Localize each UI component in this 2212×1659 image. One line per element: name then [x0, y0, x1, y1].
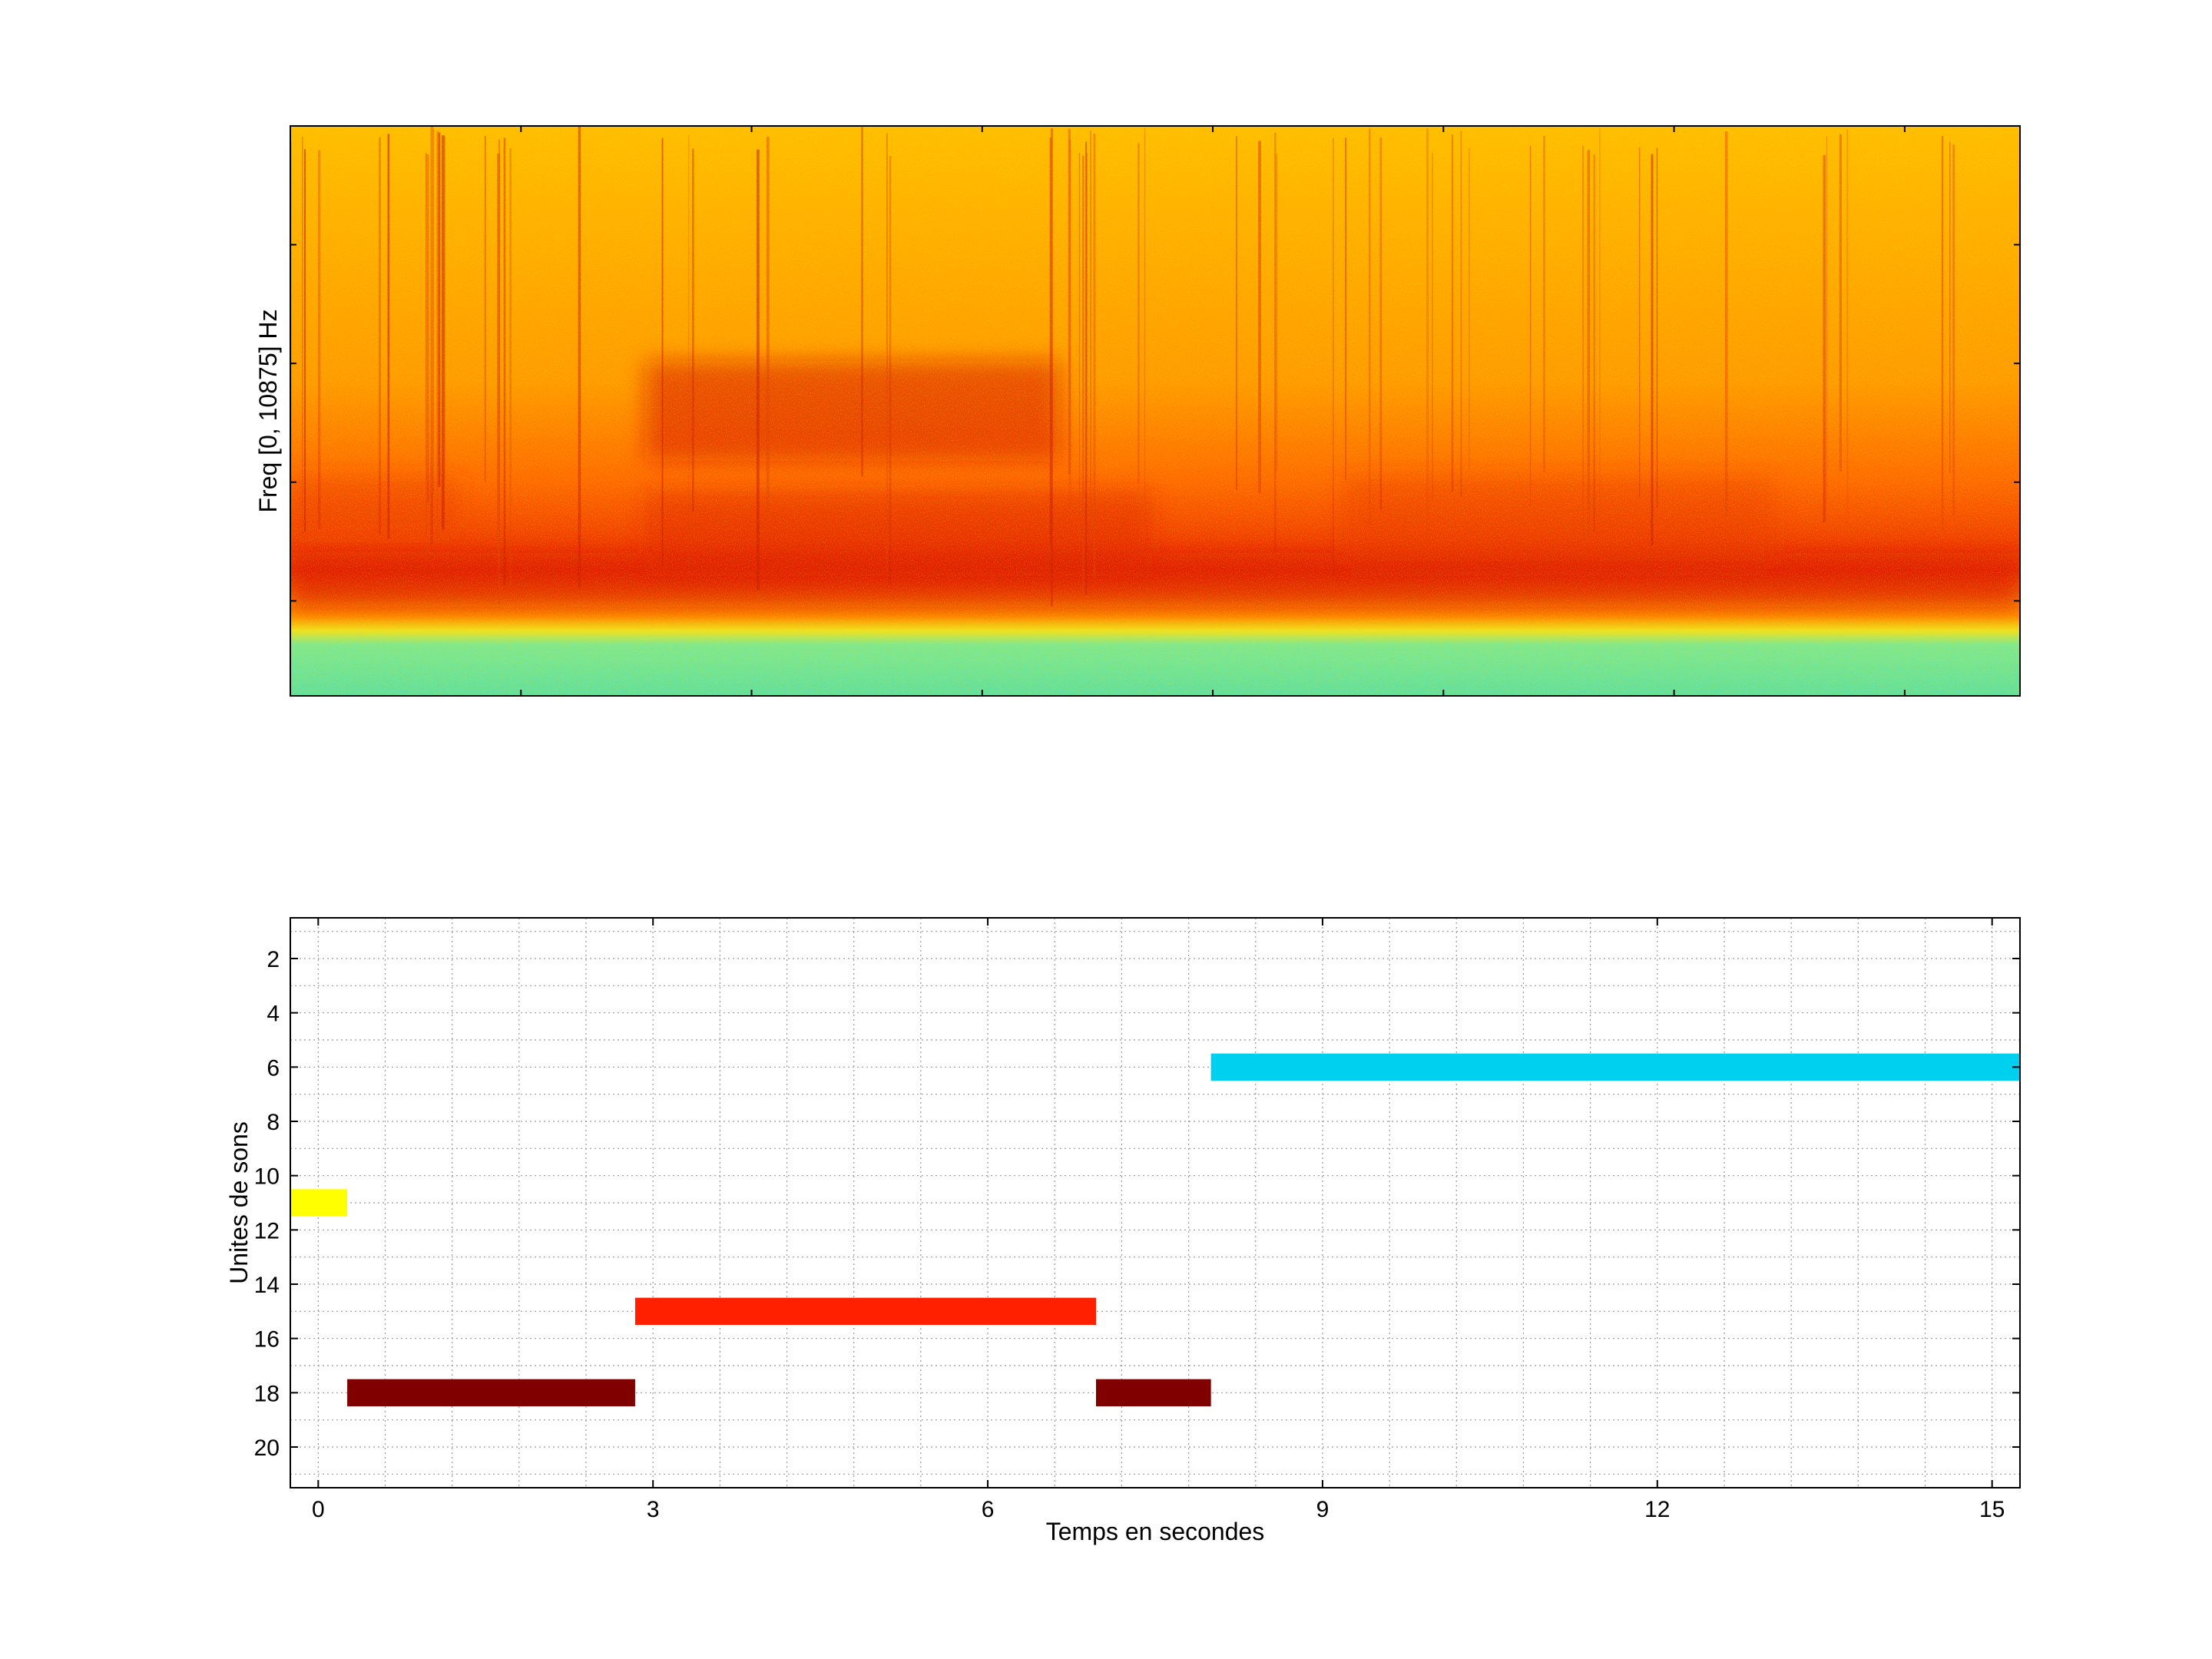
units-ticks: 0 3 6 9 12 15 2 4 6 8 10 12 14 16 18 20 [254, 918, 2020, 1522]
units-frame [290, 917, 2021, 1488]
unit-segment [1210, 1053, 2020, 1081]
ytick-label: 12 [254, 1218, 280, 1243]
xtick-label: 9 [1316, 1497, 1330, 1522]
spectrogram-ticks [290, 126, 2020, 696]
unit-segment [347, 1379, 635, 1406]
spectrogram-frame [290, 125, 2021, 697]
spectrogram-ylabel: Freq [0, 10875] Hz [254, 309, 282, 512]
units-xlabel: Temps en secondes [1046, 1518, 1265, 1545]
ytick-label: 2 [267, 947, 280, 972]
units-segments [290, 1053, 2020, 1406]
ytick-label: 4 [267, 1002, 280, 1027]
xtick-label: 3 [647, 1497, 660, 1522]
unit-segment [1095, 1379, 1211, 1406]
ytick-label: 16 [254, 1327, 280, 1353]
unit-segment [290, 1189, 348, 1217]
xtick-label: 6 [982, 1497, 995, 1522]
ytick-label: 6 [267, 1055, 280, 1081]
ytick-label: 8 [267, 1110, 280, 1135]
xtick-label: 0 [312, 1497, 325, 1522]
xtick-label: 15 [1979, 1497, 2005, 1522]
ytick-label: 18 [254, 1381, 280, 1406]
xtick-label: 12 [1644, 1497, 1670, 1522]
unit-segment [634, 1297, 1096, 1325]
ytick-label: 10 [254, 1164, 280, 1190]
ytick-label: 20 [254, 1435, 280, 1461]
spectrogram-panel: Freq [0, 10875] Hz [254, 125, 2021, 697]
units-ylabel: Unites de sons [225, 1121, 253, 1284]
ytick-label: 14 [254, 1273, 280, 1298]
units-panel: 0 3 6 9 12 15 2 4 6 8 10 12 14 16 18 20 Temps en second… [225, 917, 2021, 1545]
